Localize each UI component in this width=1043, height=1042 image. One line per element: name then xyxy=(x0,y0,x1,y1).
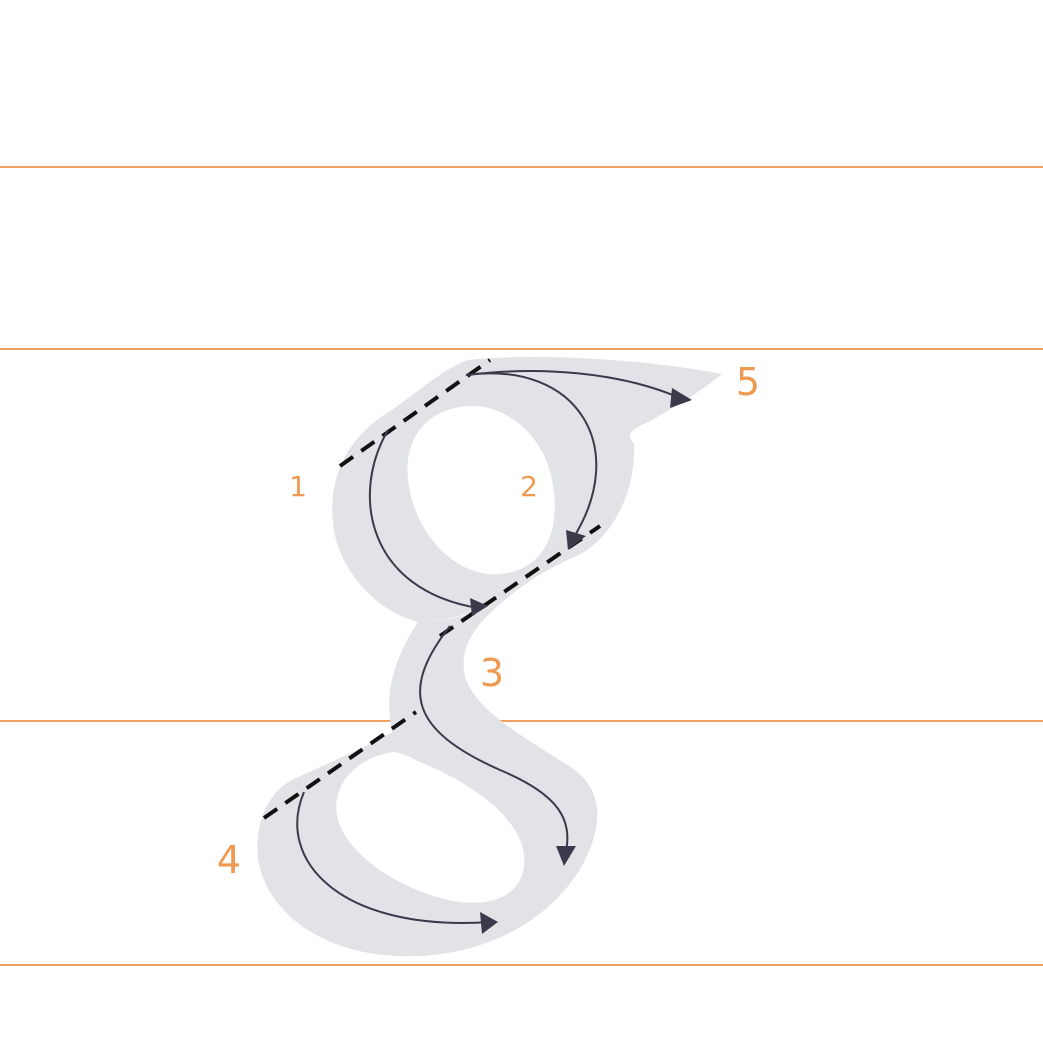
step-number-5: 5 xyxy=(736,360,760,404)
step-number-1: 1 xyxy=(289,470,307,503)
stroke-2-path xyxy=(465,372,598,541)
step-number-3: 3 xyxy=(480,651,504,695)
stroke-1-path xyxy=(368,429,479,609)
stroke-4-path xyxy=(296,791,491,924)
guide-lines xyxy=(0,166,1043,966)
stroke-paths xyxy=(296,370,681,924)
letter-g-neck-and-lower-loop xyxy=(257,604,598,957)
stroke-3-arrow-icon xyxy=(556,846,576,866)
slant-line-bottom xyxy=(262,710,418,820)
stroke-5-path xyxy=(465,370,681,399)
stroke-5-arrow-icon xyxy=(670,388,692,408)
arrow-heads xyxy=(470,388,692,934)
stroke-4-arrow-icon xyxy=(480,912,498,934)
stroke-3-path xyxy=(419,625,569,853)
slant-line-top xyxy=(338,358,492,468)
stroke-2-arrow-icon xyxy=(566,530,586,550)
letter-g-shape xyxy=(257,356,722,957)
step-number-2: 2 xyxy=(520,470,538,503)
step-number-4: 4 xyxy=(217,838,241,882)
letter-g-upper-bowl xyxy=(332,356,722,622)
stroke-1-arrow-icon xyxy=(470,598,488,616)
step-numbers: 1 2 3 4 5 xyxy=(217,360,760,882)
